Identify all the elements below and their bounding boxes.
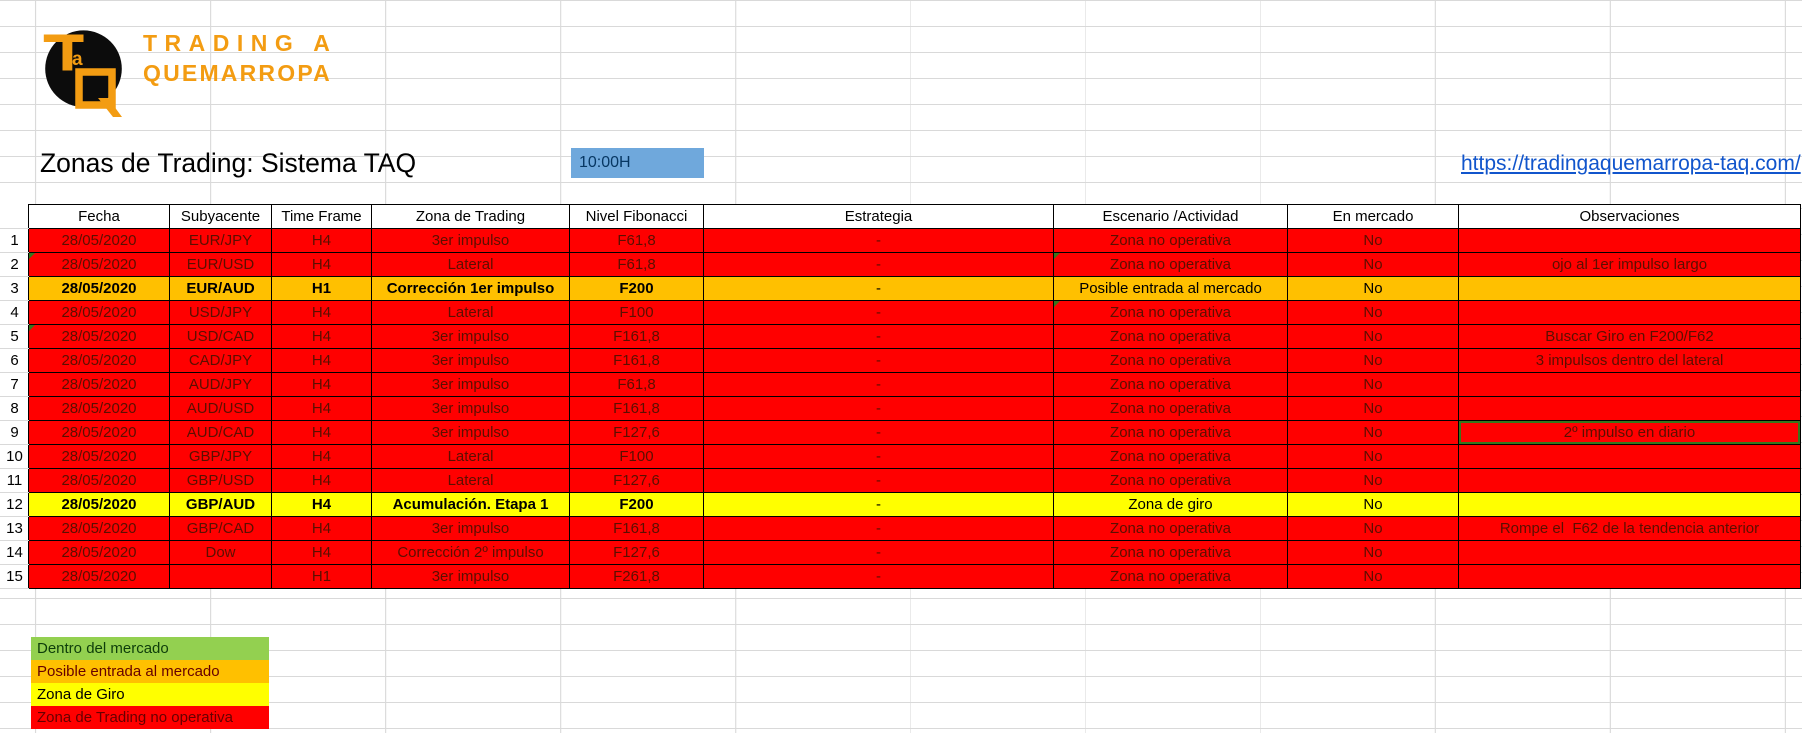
svg-text:QUEMARROPA: QUEMARROPA bbox=[143, 60, 330, 86]
svg-text:TRADING A: TRADING A bbox=[143, 30, 330, 56]
svg-text:a: a bbox=[72, 49, 83, 70]
